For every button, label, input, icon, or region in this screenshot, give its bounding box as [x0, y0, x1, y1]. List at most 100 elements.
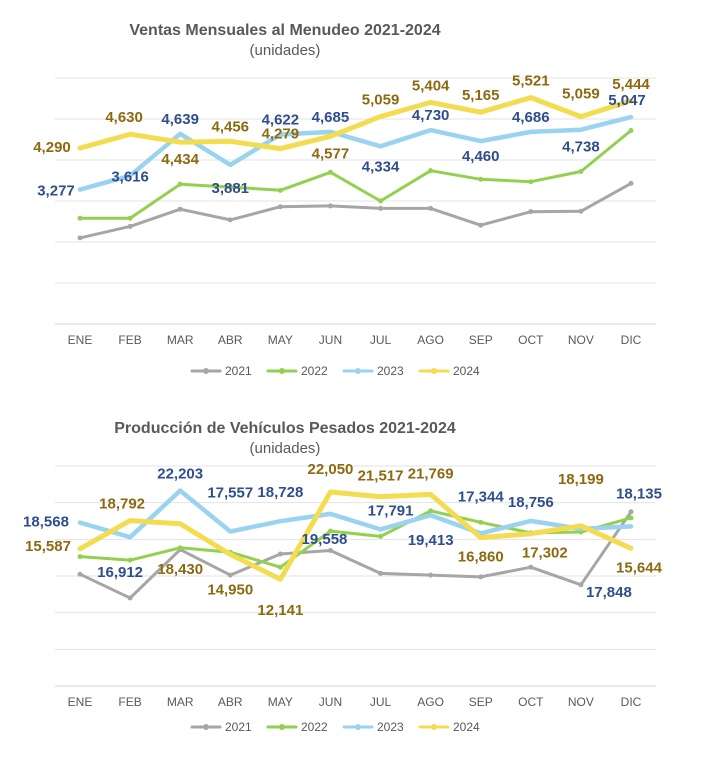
x-tick-label: OCT: [518, 695, 544, 709]
data-label-2024: 21,769: [408, 465, 454, 482]
data-label-2024: 4,456: [211, 118, 249, 135]
data-point-2021: [277, 204, 283, 210]
data-label-2023: 17,791: [368, 502, 414, 519]
data-point-2021: [177, 206, 183, 212]
x-tick-label: JUN: [319, 333, 342, 347]
data-label-2023: 4,622: [262, 111, 300, 128]
data-point-2021: [628, 180, 634, 186]
data-label-2023: 18,728: [257, 484, 303, 501]
chart-subtitle: (unidades): [249, 440, 321, 457]
data-label-2023: 5,047: [608, 92, 646, 109]
legend-label-2024: 2024: [453, 720, 480, 734]
legend-marker-2024: [431, 724, 437, 730]
data-label-2024: 17,302: [522, 545, 568, 562]
series-line-2021: [78, 510, 633, 600]
series-line-2022: [78, 129, 633, 220]
data-label-2023: 18,135: [616, 485, 662, 502]
legend-marker-2022: [279, 724, 285, 730]
data-label-2023: 4,639: [161, 111, 199, 128]
x-tick-label: ABR: [218, 333, 243, 347]
data-point-2021: [378, 570, 384, 576]
chart-plot: ENE FEB MAR ABR MAY JUN JUL AGO SEP OCT NOV DIC 18,5…: [23, 461, 663, 734]
data-label-2023: 18,568: [23, 514, 69, 531]
data-point-2021: [127, 595, 133, 601]
data-label-2024: 12,141: [257, 602, 303, 619]
data-point-2022: [428, 168, 434, 174]
x-tick-label: FEB: [118, 695, 141, 709]
data-label-2023: 4,334: [362, 158, 400, 175]
x-tick-label: OCT: [518, 333, 544, 347]
data-point-2022: [127, 215, 133, 221]
chart-produccion-pesados: Producción de Vehículos Pesados 2021-202…: [0, 400, 701, 760]
legend-marker-2023: [355, 724, 361, 730]
legend-marker-2024: [431, 368, 437, 374]
data-point-2022: [628, 127, 634, 133]
data-point-2022: [127, 557, 133, 563]
data-label-2024: 21,517: [358, 468, 404, 485]
data-point-2022: [628, 515, 634, 521]
data-point-2021: [428, 572, 434, 578]
legend-marker-2021: [203, 368, 209, 374]
legend-marker-2021: [203, 724, 209, 730]
data-label-2023: 16,912: [97, 564, 143, 581]
data-label-2024: 15,644: [616, 559, 663, 576]
chart-title: Ventas Mensuales al Menudeo 2021-2024: [129, 22, 441, 39]
x-tick-label: SEP: [469, 695, 493, 709]
x-tick-label: MAY: [268, 333, 293, 347]
x-tick-label: NOV: [568, 333, 594, 347]
data-point-2022: [227, 184, 233, 190]
data-point-2021: [478, 222, 484, 228]
x-tick-label: ENE: [68, 695, 93, 709]
x-tick-label: DIC: [621, 695, 642, 709]
legend-label-2023: 2023: [377, 364, 404, 378]
data-point-2021: [528, 564, 534, 570]
data-label-2023: 4,685: [312, 109, 350, 126]
data-label-2024: 14,950: [207, 581, 253, 598]
legend-label-2022: 2022: [301, 364, 328, 378]
data-point-2022: [77, 215, 83, 221]
data-label-2024: 5,165: [462, 87, 500, 104]
data-point-2022: [177, 181, 183, 187]
data-label-2023: 18,756: [508, 494, 554, 511]
data-label-2023: 4,738: [562, 139, 600, 156]
x-tick-label: JUN: [319, 695, 342, 709]
series-line-2023: [77, 488, 634, 540]
legend-marker-2023: [355, 368, 361, 374]
chart-title: Producción de Vehículos Pesados 2021-202…: [114, 420, 456, 437]
data-point-2022: [428, 508, 434, 514]
data-point-2021: [628, 509, 634, 515]
data-label-2024: 5,404: [412, 77, 450, 94]
data-label-2023: 22,203: [157, 466, 203, 483]
legend-label-2023: 2023: [377, 720, 404, 734]
data-point-2022: [327, 169, 333, 175]
data-point-2022: [378, 533, 384, 539]
chart-ventas-menudeo: Ventas Mensuales al Menudeo 2021-2024 (u…: [33, 22, 656, 378]
data-label-2023: 3,881: [211, 180, 249, 197]
data-point-2021: [77, 571, 83, 577]
legend-label-2022: 2022: [301, 720, 328, 734]
data-label-2024: 4,290: [33, 139, 71, 156]
data-label-2024: 4,630: [105, 109, 143, 126]
x-tick-label: SEP: [469, 333, 493, 347]
data-point-2022: [578, 168, 584, 174]
chart-plot: ENE FEB MAR ABR MAY JUN JUL AGO SEP OCT NOV DIC 3,27…: [33, 73, 656, 378]
x-tick-label: ABR: [218, 695, 243, 709]
x-tick-label: JUL: [370, 333, 392, 347]
data-label-2024: 4,577: [312, 145, 350, 162]
data-point-2022: [378, 198, 384, 204]
data-label-2023: 3,616: [111, 169, 149, 186]
data-point-2021: [478, 574, 484, 580]
data-point-2022: [77, 554, 83, 560]
data-point-2021: [428, 205, 434, 211]
data-label-2024: 4,279: [262, 126, 300, 143]
data-point-2021: [578, 208, 584, 214]
legend-label-2021: 2021: [225, 720, 252, 734]
data-label-2023: 19,413: [408, 532, 454, 549]
data-point-2022: [478, 176, 484, 182]
data-point-2021: [528, 209, 534, 215]
x-tick-label: AGO: [417, 333, 444, 347]
data-point-2022: [478, 519, 484, 525]
x-tick-label: DIC: [621, 333, 642, 347]
data-point-2021: [227, 572, 233, 578]
data-point-2021: [327, 203, 333, 209]
